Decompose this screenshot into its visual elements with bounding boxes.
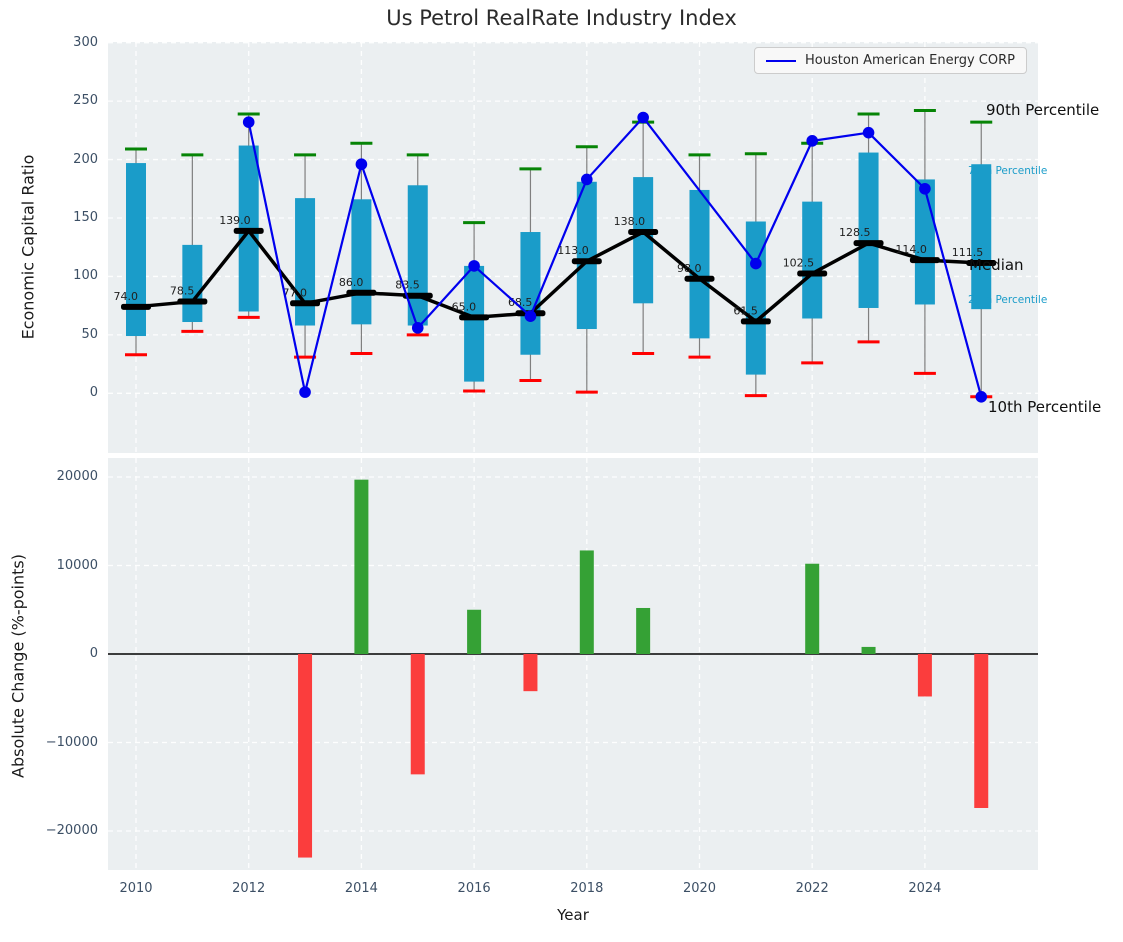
median-marker-2020 [685, 276, 715, 282]
bottom-y-tick-label: 10000 [40, 558, 98, 574]
median-value-label-2015: 83.5 [395, 279, 420, 292]
median-value-label-2024: 114.0 [895, 243, 927, 256]
change-bar-2019 [636, 608, 650, 654]
x-tick-label: 2024 [895, 881, 955, 897]
median-marker-2014 [346, 290, 376, 296]
median-marker-2016 [459, 314, 489, 320]
company-point [975, 391, 987, 403]
company-point [637, 112, 649, 124]
change-bar-2024 [918, 654, 932, 696]
bottom-y-tick-label: −10000 [40, 735, 98, 751]
change-bar-2018 [580, 550, 594, 654]
top-y-tick-label: 300 [40, 35, 98, 51]
median-value-label-2020: 98.0 [677, 262, 702, 275]
bottom-axes [108, 458, 1038, 870]
x-axis-label: Year [108, 906, 1038, 924]
iqr-box-2025 [971, 164, 991, 309]
change-bar-2015 [411, 654, 425, 774]
change-bar-2023 [862, 647, 876, 654]
median-value-label-2021: 61.5 [733, 304, 758, 317]
bottom-y-axis-label: Absolute Change (%-points) [9, 554, 28, 778]
median-marker-2024 [910, 257, 940, 263]
bottom-y-tick-label: 20000 [40, 469, 98, 485]
annotation-90th-percentile: 90th Percentile [986, 101, 1099, 119]
top-y-tick-label: 150 [40, 210, 98, 226]
top-y-tick-label: 0 [40, 385, 98, 401]
company-point [299, 386, 311, 398]
company-point [919, 183, 931, 195]
change-bar-2022 [805, 564, 819, 654]
x-tick-label: 2012 [219, 881, 279, 897]
company-point [581, 174, 593, 186]
change-bar-2014 [354, 480, 368, 654]
median-value-label-2018: 113.0 [557, 244, 589, 257]
iqr-box-2017 [520, 232, 540, 355]
median-value-label-2010: 74.0 [114, 290, 139, 303]
top-chart-canvas: 74.078.5139.077.086.083.565.068.5113.013… [108, 42, 1038, 453]
legend-label: Houston American Energy CORP [805, 53, 1015, 68]
annotation-10th-percentile: 10th Percentile [988, 398, 1101, 416]
bottom-y-tick-label: −20000 [40, 823, 98, 839]
x-tick-label: 2016 [444, 881, 504, 897]
median-marker-2021 [741, 318, 771, 324]
legend-line-sample [766, 60, 796, 62]
top-y-axis-label: Economic Capital Ratio [19, 155, 38, 340]
top-axes: 74.078.5139.077.086.083.565.068.5113.013… [108, 42, 1038, 453]
median-value-label-2022: 102.5 [783, 257, 815, 270]
top-y-tick-label: 250 [40, 93, 98, 109]
x-tick-label: 2022 [782, 881, 842, 897]
legend: Houston American Energy CORP [754, 47, 1027, 74]
median-marker-2022 [797, 271, 827, 277]
iqr-box-2019 [633, 177, 653, 303]
median-value-label-2012: 139.0 [219, 214, 251, 227]
x-tick-label: 2010 [106, 881, 166, 897]
change-bar-2016 [467, 610, 481, 654]
company-point [525, 310, 537, 322]
company-point [243, 116, 255, 128]
iqr-box-2024 [915, 179, 935, 304]
iqr-box-2014 [351, 199, 371, 324]
change-bar-2025 [974, 654, 988, 808]
company-point [806, 135, 818, 147]
x-tick-label: 2014 [331, 881, 391, 897]
top-y-tick-label: 100 [40, 268, 98, 284]
median-marker-2023 [854, 240, 884, 246]
median-value-label-2014: 86.0 [339, 276, 364, 289]
bottom-y-tick-label: 0 [40, 646, 98, 662]
top-y-tick-label: 50 [40, 327, 98, 343]
x-tick-label: 2020 [670, 881, 730, 897]
median-value-label-2019: 138.0 [614, 215, 646, 228]
median-marker-2011 [177, 299, 207, 305]
bottom-chart-canvas [108, 458, 1038, 870]
change-bar-2017 [523, 654, 537, 691]
iqr-box-2021 [746, 222, 766, 375]
company-point [750, 258, 762, 270]
median-value-label-2016: 65.0 [452, 300, 477, 313]
company-point [412, 322, 424, 334]
iqr-box-2010 [126, 163, 146, 336]
change-bar-2013 [298, 654, 312, 858]
company-point [863, 127, 875, 139]
annotation-median: Median [969, 256, 1024, 274]
median-marker-2010 [121, 304, 151, 310]
median-marker-2013 [290, 300, 320, 306]
median-marker-2018 [572, 258, 602, 264]
x-tick-label: 2018 [557, 881, 617, 897]
iqr-box-2016 [464, 266, 484, 382]
iqr-box-2013 [295, 198, 315, 325]
annotation-75th-percentile: 75th Percentile [968, 165, 1047, 177]
company-point [468, 260, 480, 272]
company-point [356, 158, 368, 170]
figure: Us Petrol RealRate Industry Index 74.0 78… [0, 0, 1123, 942]
top-y-tick-label: 200 [40, 152, 98, 168]
median-marker-2012 [234, 228, 264, 234]
annotation-25th-percentile: 25th Percentile [968, 294, 1047, 306]
iqr-box-2011 [182, 245, 202, 322]
chart-title: Us Petrol RealRate Industry Index [0, 6, 1123, 30]
median-value-label-2023: 128.5 [839, 226, 871, 239]
median-marker-2019 [628, 229, 658, 235]
median-value-label-2011: 78.5 [170, 285, 195, 298]
